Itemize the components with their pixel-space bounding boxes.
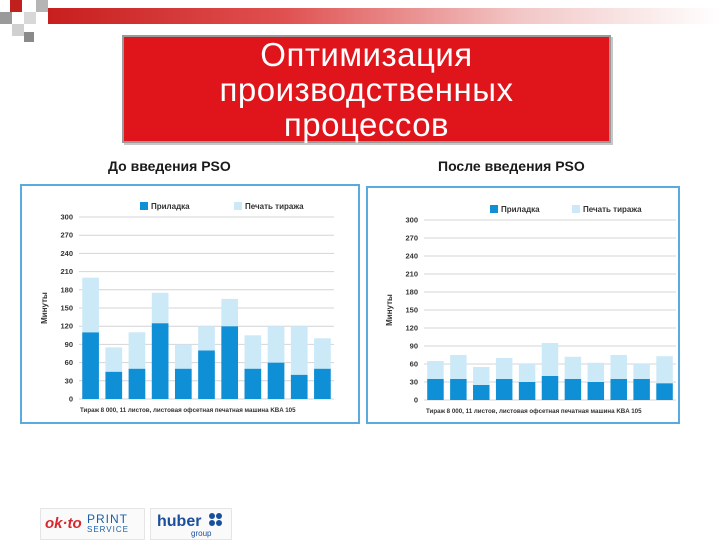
bar-setup [427,379,444,400]
y-tick-label: 120 [60,322,73,331]
bar-setup [541,376,559,400]
bar-setup [244,368,262,399]
bar-setup [221,326,239,399]
bar-print [314,338,331,369]
legend-label: Приладка [151,202,190,211]
bar-print [198,326,215,351]
y-tick-label: 240 [60,249,73,258]
chart-before: 0 30 60 90 120 150 180 210 240 270 300 Минуты Прилад… [20,184,360,424]
bar-print [564,356,582,379]
corner-decoration [0,0,60,45]
bar-print [610,355,627,379]
y-tick-label: 30 [410,378,418,387]
logo-left-part3: SERVICE [87,525,129,534]
legend-label: Печать тиража [245,202,304,211]
bar-setup [82,332,99,399]
huber-group-logo: huber group [150,508,232,540]
y-tick-label: 90 [410,342,418,351]
bar-setup [587,382,605,400]
y-tick-label: 180 [405,288,418,297]
bar-setup [128,368,146,399]
bar-print [174,344,192,369]
bar-print [541,343,559,376]
bar-print [221,298,239,327]
oktoprint-logo: ok·to PRINT SERVICE [40,508,145,540]
bar-setup [198,350,215,399]
bar-print [587,362,605,382]
y-tick-label: 90 [65,340,73,349]
bar-setup [473,385,490,400]
logo-left-part2: PRINT [87,512,128,526]
bar-setup [518,382,536,400]
chart-after: 0 30 60 90 120 150 180 210 240 270 300 Минуты Прилад… [366,186,680,424]
legend-label: Печать тиража [583,205,642,214]
bar-setup [314,368,331,399]
slide-title: Оптимизация производственных процессов [219,35,514,143]
y-tick-label: 210 [60,267,73,276]
y-tick-label: 0 [414,396,418,405]
bar-setup [267,362,285,399]
y-axis-label: Минуты [40,292,49,324]
bar-print [128,332,146,369]
y-tick-label: 30 [65,376,73,385]
bar-print [82,277,99,333]
bar-setup [656,383,673,400]
bar-print [518,364,536,382]
right-chart-caption: После введения PSO [438,158,585,174]
title-banner: Оптимизация производственных процессов [122,35,611,143]
bar-setup [174,368,192,399]
bar-print [473,367,490,385]
bar-setup [610,379,627,400]
x-axis-caption: Тираж 8 000, 11 листов, листовая офсетна… [80,407,296,414]
bar-print [495,358,513,379]
x-axis-caption: Тираж 8 000, 11 листов, листовая офсетна… [426,408,642,415]
bar-print [450,355,467,379]
bar-print [105,347,123,372]
y-tick-label: 300 [405,216,418,225]
bar-print [656,356,673,384]
bar-setup [151,323,169,399]
bar-print [290,326,308,375]
y-tick-label: 150 [60,304,73,313]
header-gradient-bar [48,8,720,24]
bar-print [633,364,650,379]
y-tick-label: 180 [60,285,73,294]
y-tick-label: 300 [60,213,73,222]
left-chart-caption: До введения PSO [108,158,231,174]
logo-right-part1: huber [157,513,202,530]
y-tick-label: 240 [405,252,418,261]
y-tick-label: 210 [405,270,418,279]
y-tick-label: 60 [410,360,418,369]
y-axis-label: Минуты [385,294,394,326]
bar-setup [105,371,123,399]
huber-dots-icon [209,513,227,527]
bar-print [427,361,444,379]
legend-swatch [140,202,148,210]
bar-setup [633,379,650,400]
y-tick-label: 120 [405,324,418,333]
bar-setup [290,374,308,399]
y-tick-label: 0 [69,395,73,404]
legend-swatch [234,202,242,210]
chart-after-svg: 0 30 60 90 120 150 180 210 240 270 300 Минуты Прилад… [385,205,676,415]
y-tick-label: 270 [405,234,418,243]
logo-left-part1: ok·to [45,515,82,532]
y-tick-label: 60 [65,358,73,367]
bar-print [151,292,169,324]
legend-label: Приладка [501,205,540,214]
bar-setup [564,379,582,400]
bar-setup [495,379,513,400]
bar-setup [450,379,467,400]
y-tick-label: 150 [405,306,418,315]
logo-right-part2: group [191,529,212,538]
legend-swatch [572,205,580,213]
y-tick-label: 270 [60,231,73,240]
legend-swatch [490,205,498,213]
chart-before-svg: 0 30 60 90 120 150 180 210 240 270 300 Минуты Прилад… [40,202,334,414]
bar-print [244,335,262,369]
bar-print [267,326,285,363]
